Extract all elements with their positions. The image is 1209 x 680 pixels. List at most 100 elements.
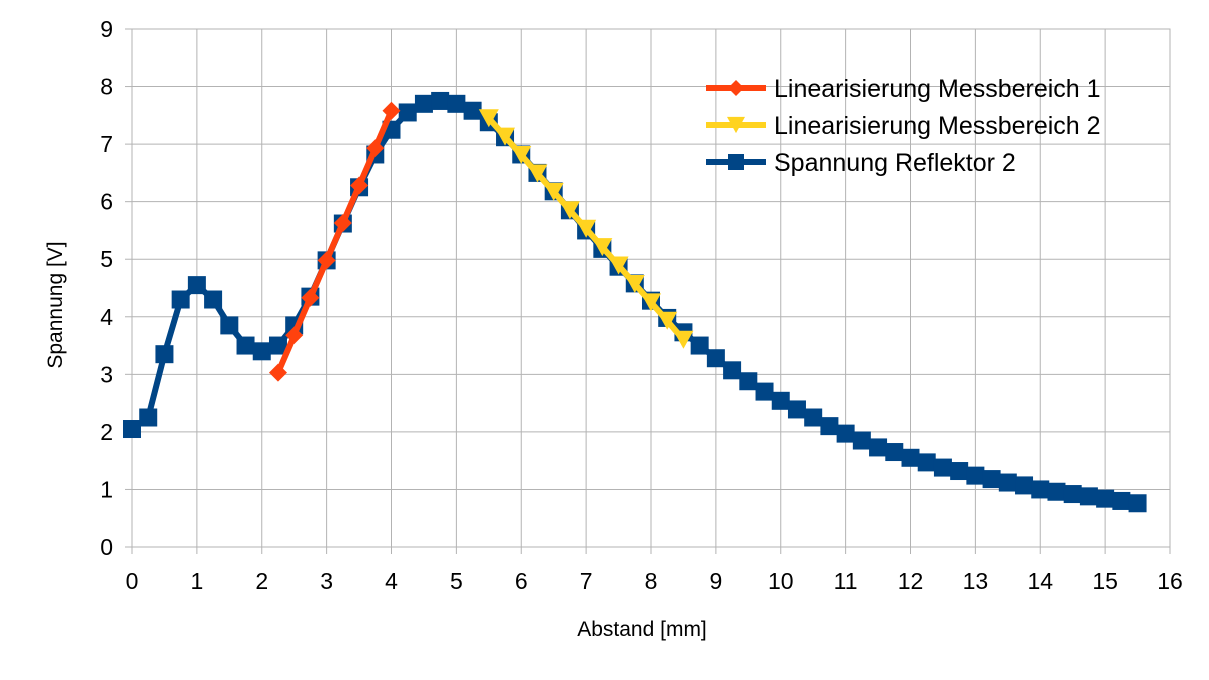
data-point xyxy=(1112,491,1131,510)
data-point xyxy=(301,288,320,307)
data-point xyxy=(592,238,613,257)
data-point xyxy=(723,361,742,380)
axes xyxy=(131,28,1171,548)
data-point xyxy=(1047,482,1066,501)
series-layer xyxy=(123,91,1147,513)
y-tick-label: 0 xyxy=(100,534,113,560)
x-tick-labels: 0 1 2 3 4 5 6 7 8 9 10 11 12 13 14 15 16 xyxy=(126,568,1183,594)
data-point xyxy=(350,176,369,195)
data-point xyxy=(1015,476,1034,495)
data-point xyxy=(852,431,871,450)
x-axis-title: Abstand [mm] xyxy=(577,618,707,641)
data-point xyxy=(739,372,758,391)
data-point xyxy=(885,443,904,462)
y-tick-label: 3 xyxy=(100,361,113,387)
x-tick-label: 11 xyxy=(834,568,858,594)
y-tick-label: 6 xyxy=(100,189,113,215)
x-tick-label: 6 xyxy=(515,568,528,594)
x-tick-label: 4 xyxy=(385,568,398,594)
data-point xyxy=(495,127,516,146)
data-point xyxy=(1079,487,1098,506)
data-point xyxy=(836,424,855,443)
legend-marker xyxy=(728,154,744,170)
data-point xyxy=(950,462,969,481)
data-point xyxy=(220,316,239,335)
y-tick-labels: 0 1 2 3 4 5 6 7 8 9 xyxy=(100,16,113,560)
data-point xyxy=(1096,489,1115,508)
data-point xyxy=(414,94,433,113)
x-tick-label: 8 xyxy=(645,568,658,594)
data-point xyxy=(366,139,385,158)
data-point xyxy=(252,342,271,361)
data-point xyxy=(398,103,417,122)
y-tick-label: 8 xyxy=(100,74,113,100)
data-point xyxy=(576,219,597,238)
x-tick-label: 12 xyxy=(898,568,924,594)
data-point xyxy=(1128,494,1147,513)
data-point xyxy=(463,101,482,120)
data-point xyxy=(559,201,580,220)
data-point xyxy=(657,311,678,330)
data-point xyxy=(917,453,936,472)
data-point xyxy=(478,109,499,128)
series-2 xyxy=(478,109,694,349)
legend-label: Linearisierung Messbereich 2 xyxy=(774,112,1101,140)
data-point xyxy=(690,336,709,355)
legend-entry: Linearisierung Messbereich 1 xyxy=(706,75,1101,103)
x-tick-label: 5 xyxy=(450,568,463,594)
data-point xyxy=(382,101,401,120)
y-axis-title: Spannung [V] xyxy=(44,241,67,368)
x-tick-label: 1 xyxy=(190,568,203,594)
data-point xyxy=(608,256,629,275)
data-point xyxy=(998,473,1017,492)
x-tick-label: 2 xyxy=(255,568,268,594)
data-point xyxy=(317,251,336,270)
data-point xyxy=(1063,485,1082,504)
legend: Linearisierung Messbereich 1 Linearisieru… xyxy=(706,75,1101,177)
data-point xyxy=(268,336,287,355)
x-tick-label: 9 xyxy=(709,568,722,594)
data-point xyxy=(527,164,548,183)
data-point xyxy=(268,363,287,382)
x-tick-label: 15 xyxy=(1092,568,1118,594)
x-tick-label: 10 xyxy=(768,568,794,594)
data-point xyxy=(285,326,304,345)
data-point xyxy=(966,466,985,485)
data-point xyxy=(771,391,790,410)
plot-area-border xyxy=(131,28,1171,548)
data-point xyxy=(155,345,174,364)
data-point xyxy=(982,470,1001,489)
data-point xyxy=(139,408,158,427)
data-point xyxy=(933,458,952,477)
data-point xyxy=(673,330,694,349)
x-tick-label: 13 xyxy=(963,568,989,594)
data-point xyxy=(869,438,888,457)
x-tick-label: 0 xyxy=(126,568,139,594)
y-tick-label: 4 xyxy=(100,304,113,330)
x-tick-label: 14 xyxy=(1027,568,1053,594)
data-point xyxy=(204,290,223,309)
legend-entry: Spannung Reflektor 2 xyxy=(706,149,1016,177)
data-point xyxy=(431,91,450,110)
y-tick-label: 5 xyxy=(100,246,113,272)
data-point xyxy=(187,276,206,295)
y-tick-label: 7 xyxy=(100,131,113,157)
legend-marker xyxy=(728,80,744,96)
x-tick-label: 7 xyxy=(580,568,593,594)
legend-label: Linearisierung Messbereich 1 xyxy=(774,75,1101,103)
data-point xyxy=(333,213,352,232)
y-tick-label: 2 xyxy=(100,419,113,445)
data-point xyxy=(511,146,532,165)
data-point xyxy=(641,293,661,312)
y-tick-label: 1 xyxy=(100,476,113,502)
data-point xyxy=(755,382,774,401)
data-point xyxy=(820,417,839,436)
data-point xyxy=(236,336,255,355)
data-point xyxy=(706,349,725,368)
data-point xyxy=(123,420,141,439)
data-point xyxy=(901,448,920,467)
data-point xyxy=(1031,480,1050,499)
data-point xyxy=(787,400,806,419)
